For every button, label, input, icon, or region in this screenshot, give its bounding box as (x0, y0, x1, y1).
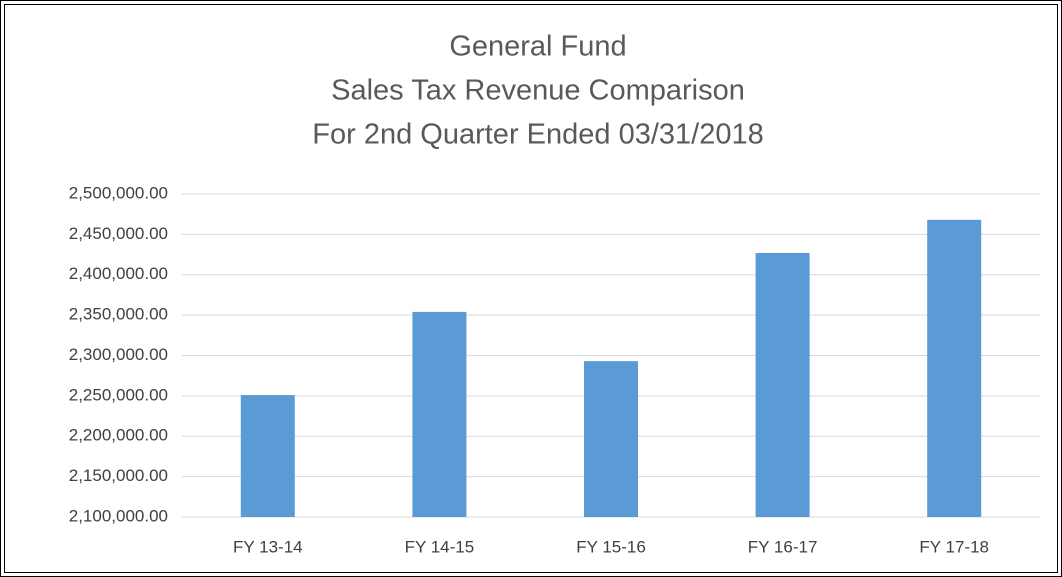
bar (927, 219, 982, 517)
chart-title: General Fund (449, 31, 626, 63)
inner-border (4, 4, 1058, 573)
chart-title: Sales Tax Revenue Comparison (331, 75, 745, 107)
bar (584, 361, 638, 517)
bar (412, 311, 467, 517)
x-tick-label: FY 13-14 (233, 537, 303, 556)
y-tick-label: 2,450,000.00 (69, 224, 168, 243)
y-tick-label: 2,100,000.00 (69, 506, 168, 525)
x-tick-label: FY 17-18 (919, 537, 989, 556)
bar (240, 395, 295, 517)
y-tick-label: 2,400,000.00 (69, 264, 168, 283)
y-tick-label: 2,500,000.00 (69, 183, 168, 202)
y-tick-label: 2,150,000.00 (69, 466, 168, 485)
y-tick-label: 2,200,000.00 (69, 426, 168, 445)
x-tick-label: FY 15-16 (576, 537, 646, 556)
y-tick-label: 2,250,000.00 (69, 385, 168, 404)
bar (755, 252, 810, 517)
y-tick-label: 2,300,000.00 (69, 345, 168, 364)
x-tick-label: FY 14-15 (405, 537, 475, 556)
y-tick-label: 2,350,000.00 (69, 305, 168, 324)
chart-title: For 2nd Quarter Ended 03/31/2018 (312, 119, 763, 151)
x-tick-label: FY 16-17 (748, 537, 818, 556)
